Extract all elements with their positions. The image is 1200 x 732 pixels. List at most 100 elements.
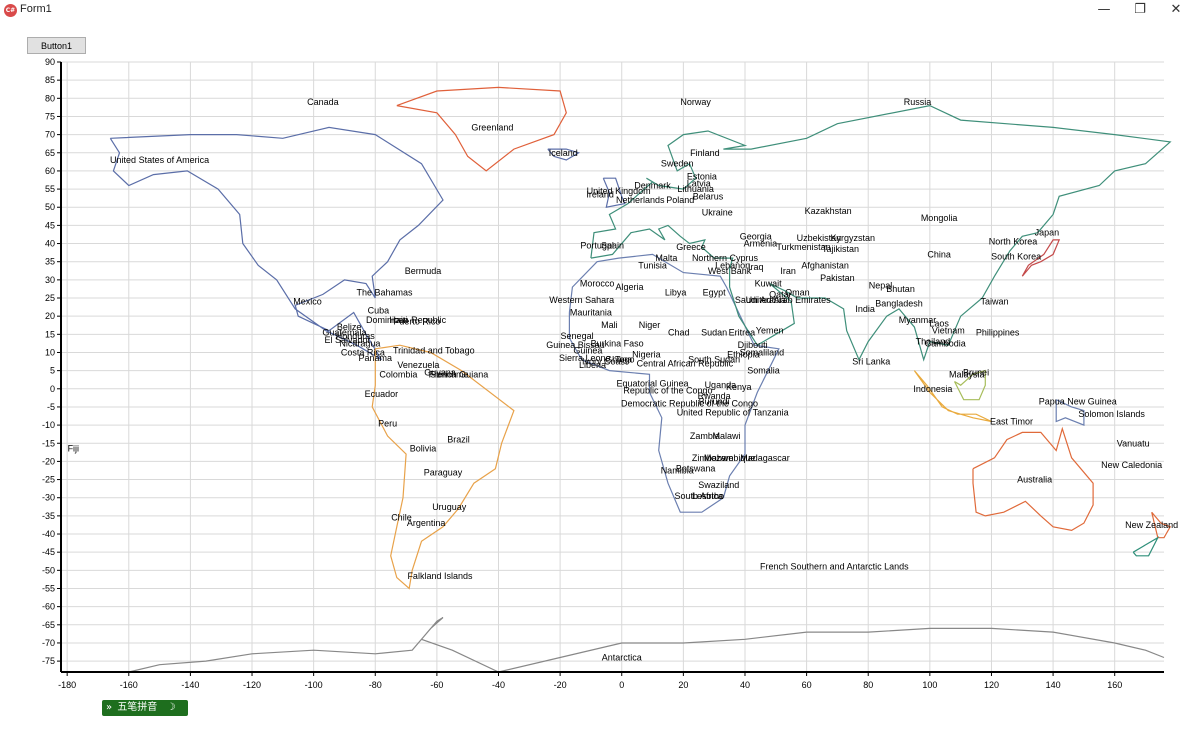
y-tick-label: -10 <box>42 420 55 430</box>
country-label: Botswana <box>676 464 716 474</box>
y-tick-label: 40 <box>45 239 55 249</box>
country-label: Togo <box>615 355 635 365</box>
country-label: Kyrgyzstan <box>831 233 876 243</box>
country-label: French Guiana <box>429 369 489 379</box>
country-label: The Bahamas <box>356 288 413 298</box>
country-label: Iran <box>780 266 796 276</box>
country-label: Tajikistan <box>822 244 859 254</box>
country-label: Ivory Coast <box>582 357 628 367</box>
country-label: Guinea <box>573 346 602 356</box>
country-label: Australia <box>1017 475 1052 485</box>
country-label: Oman <box>785 288 810 298</box>
country-label: Haiti <box>389 315 407 325</box>
minimize-button[interactable]: — <box>1097 2 1111 17</box>
country-label: Equatorial Guinea <box>617 378 689 388</box>
country-outline <box>913 370 992 423</box>
y-tick-label: -35 <box>42 511 55 521</box>
country-label: Kazakhstan <box>805 206 852 216</box>
country-label: United States of America <box>110 155 209 165</box>
country-outline <box>1132 536 1160 557</box>
country-label: Vanuatu <box>1117 438 1150 448</box>
y-tick-label: -45 <box>42 547 55 557</box>
country-label: Guinea Bissau <box>546 340 605 350</box>
country-label: Sierra Leone <box>559 353 611 363</box>
country-label: South Sudan <box>688 355 740 365</box>
y-tick-label: 55 <box>45 184 55 194</box>
country-label: Turkmenistan <box>776 242 830 252</box>
country-label: Sweden <box>661 159 694 169</box>
country-label: Ecuador <box>365 389 399 399</box>
country-label: Norway <box>680 97 711 107</box>
country-label: New Caledonia <box>1101 460 1162 470</box>
country-label: Northern Cyprus <box>692 253 759 263</box>
y-tick-label: 30 <box>45 275 55 285</box>
country-label: Fiji <box>68 444 80 454</box>
country-label: Estonia <box>687 171 717 181</box>
y-tick-label: 25 <box>45 293 55 303</box>
country-label: South Korea <box>991 251 1041 261</box>
country-label: Namibia <box>661 465 694 475</box>
country-outline <box>371 344 515 590</box>
country-label: Chad <box>668 328 690 338</box>
y-tick-label: -5 <box>47 402 55 412</box>
x-tick-label: -140 <box>181 680 199 690</box>
country-label: Lithuania <box>677 184 714 194</box>
country-label: Colombia <box>379 369 417 379</box>
country-label: Zambia <box>690 431 720 441</box>
y-tick-label: -40 <box>42 529 55 539</box>
country-label: Central African Republic <box>637 358 734 368</box>
country-label: China <box>927 249 951 259</box>
country-label: Falkland Islands <box>407 571 473 581</box>
country-label: Uruguay <box>432 502 467 512</box>
button1[interactable]: Button1 <box>27 37 86 54</box>
ime-punct-icon[interactable]: ‧‧ <box>106 718 113 729</box>
x-tick-label: 100 <box>922 680 937 690</box>
country-label: Saudi Arabia <box>735 295 786 305</box>
country-label: Cuba <box>368 306 390 316</box>
country-outline <box>590 104 1172 362</box>
country-label: Kuwait <box>755 278 783 288</box>
country-label: Japan <box>1035 228 1060 238</box>
country-label: Greece <box>676 242 706 252</box>
ime-expand-icon[interactable]: » <box>106 702 113 713</box>
y-tick-label: 90 <box>45 57 55 67</box>
x-tick-label: 20 <box>678 680 688 690</box>
y-tick-label: 0 <box>50 384 55 394</box>
country-label: Brunei <box>963 367 989 377</box>
country-label: Niger <box>639 320 661 330</box>
y-tick-label: 70 <box>45 130 55 140</box>
country-label: Libya <box>665 288 687 298</box>
country-outline <box>1055 399 1085 426</box>
x-tick-label: -100 <box>305 680 323 690</box>
country-label: Costa Rica <box>341 347 385 357</box>
country-label: Somaliland <box>740 347 785 357</box>
country-label: Canada <box>307 97 339 107</box>
country-outline <box>1151 511 1172 539</box>
country-label: Mali <box>601 320 618 330</box>
x-tick-label: 0 <box>619 680 624 690</box>
x-tick-label: -160 <box>120 680 138 690</box>
y-tick-label: -20 <box>42 456 55 466</box>
country-label: Papua New Guinea <box>1039 396 1117 406</box>
country-outline <box>953 369 986 401</box>
country-label: Ethiopia <box>727 349 760 359</box>
y-tick-label: 75 <box>45 111 55 121</box>
restore-button[interactable]: ❐ <box>1134 2 1146 17</box>
country-label: Western Sahara <box>549 295 614 305</box>
country-label: Algeria <box>615 282 643 292</box>
window-title: Form1 <box>20 3 52 15</box>
country-outline <box>396 86 567 172</box>
country-label: Peru <box>378 418 397 428</box>
country-label: Somalia <box>747 366 780 376</box>
country-label: Uganda <box>705 380 737 390</box>
ime-toolbar[interactable]: » 五笔拼音 ☽ ‧‧ <box>102 700 188 729</box>
ime-mode-label[interactable]: 五笔拼音 <box>117 702 158 713</box>
country-label: Venezuela <box>397 360 439 370</box>
country-label: Portugal <box>580 240 614 250</box>
country-label: Madagascar <box>740 453 790 463</box>
country-label: Mongolia <box>921 213 958 223</box>
close-button[interactable]: ✕ <box>1170 2 1182 17</box>
country-label: Myanmar <box>899 315 937 325</box>
country-label: Latvia <box>687 179 711 189</box>
ime-moon-icon[interactable]: ☽ <box>166 702 176 713</box>
